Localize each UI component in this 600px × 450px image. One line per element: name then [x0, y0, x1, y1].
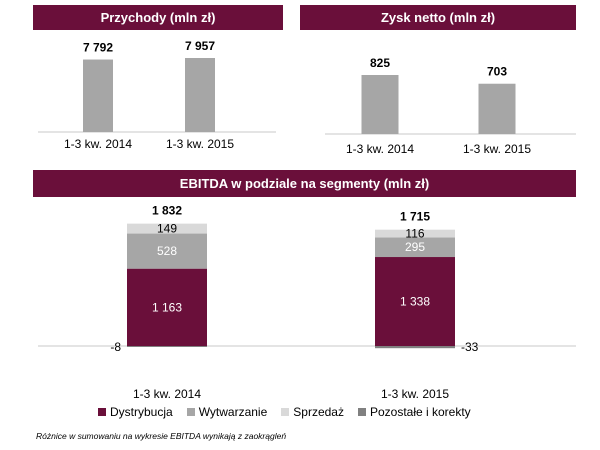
- ebitda-segment-other: [127, 346, 207, 347]
- ebitda-negative-label: -33: [461, 340, 479, 354]
- ebitda-segment-label: 116: [405, 227, 424, 241]
- revenue-bar: [185, 58, 215, 132]
- ebitda-segment-label: 528: [157, 244, 177, 258]
- legend-swatch: [357, 408, 366, 416]
- revenue-category-label: 1-3 kw. 2015: [166, 137, 234, 151]
- ebitda-segment-wytwarzanie: [127, 233, 207, 269]
- ebitda-legend: Dystrybucja Wytwarzanie Sprzedaż Pozostałe …: [98, 405, 518, 419]
- net-profit-panel-title: Zysk netto (mln zł): [300, 5, 576, 30]
- net-profit-value-label: 825: [370, 56, 390, 70]
- revenue-value-label: 7 792: [83, 41, 113, 55]
- legend-label: Pozostałe i korekty: [369, 405, 471, 419]
- ebitda-total-label: 1 715: [400, 210, 430, 224]
- legend-item: Pozostałe i korekty: [357, 405, 471, 419]
- legend-item: Sprzedaż: [281, 405, 344, 419]
- ebitda-segment-dystrybucja: [127, 268, 207, 346]
- legend-swatch: [186, 408, 195, 416]
- ebitda-segment-sprzedaż: [375, 229, 455, 238]
- net-profit-bar: [478, 83, 516, 134]
- ebitda-total-label: 1 832: [152, 204, 182, 218]
- ebitda-category-label: 1-3 kw. 2015: [381, 387, 449, 401]
- net-profit-value-label: 703: [487, 65, 507, 79]
- ebitda-segment-label: 295: [405, 240, 425, 254]
- ebitda-segment-dystrybucja: [375, 257, 455, 346]
- revenue-panel-title: Przychody (mln zł): [33, 5, 283, 30]
- ebitda-segment-label: 1 338: [400, 295, 430, 309]
- net-profit-bar: [361, 75, 399, 134]
- ebitda-segment-label: 1 163: [152, 300, 182, 314]
- legend-item: Dystrybucja: [98, 405, 173, 419]
- legend-label: Wytwarzanie: [198, 405, 268, 419]
- legend-swatch: [98, 408, 106, 416]
- ebitda-segment-sprzedaż: [127, 223, 207, 234]
- ebitda-panel-title: EBITDA w podziale na segmenty (mln zł): [33, 170, 576, 197]
- net-profit-category-label: 1-3 kw. 2015: [463, 142, 531, 156]
- revenue-bar: [83, 59, 113, 132]
- net-profit-category-label: 1-3 kw. 2014: [346, 142, 414, 156]
- revenue-value-label: 7 957: [185, 39, 215, 53]
- ebitda-category-label: 1-3 kw. 2014: [133, 387, 201, 401]
- footnote: Różnice w sumowaniu na wykresie EBITDA w…: [36, 431, 287, 441]
- revenue-category-label: 1-3 kw. 2014: [64, 137, 132, 151]
- legend-swatch: [281, 408, 290, 416]
- ebitda-segment-label: 149: [157, 222, 177, 236]
- ebitda-segment-wytwarzanie: [375, 237, 455, 258]
- legend-label: Sprzedaż: [293, 405, 344, 419]
- ebitda-negative-label: -8: [110, 340, 121, 354]
- legend-item: Wytwarzanie: [186, 405, 268, 419]
- legend-label: Dystrybucja: [110, 405, 173, 419]
- ebitda-segment-other: [375, 346, 455, 349]
